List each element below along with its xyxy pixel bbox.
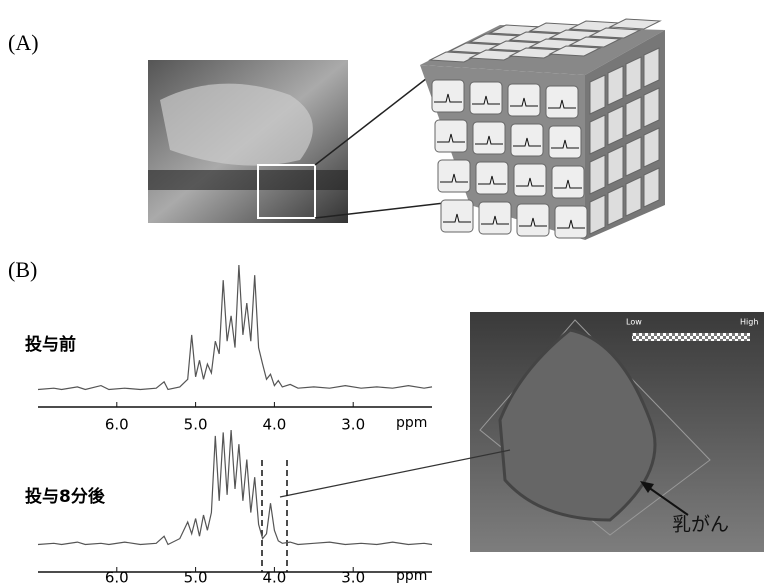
x-tick-label: 4.0 (262, 569, 286, 587)
panel-label: (B) (8, 257, 37, 282)
figure: (A) (B) Low High 乳がん 投与前 6.0 5.0 4.0 3.0 ppm 投… (0, 0, 764, 588)
x-tick-label: 6.0 (105, 569, 129, 587)
voxel-tile (608, 146, 623, 185)
x-tick-label: 3.0 (341, 569, 365, 587)
x-tick-label: 3.0 (341, 416, 365, 434)
voxel-tile (590, 75, 605, 114)
spectrum-line (38, 265, 432, 390)
voxel-tile (608, 106, 623, 145)
voxel-tile (626, 97, 641, 136)
scale-label: Low (626, 318, 642, 327)
voxel-tile (590, 115, 605, 154)
panel-label: (A) (8, 30, 39, 55)
photo (148, 60, 348, 223)
x-tick-label: 6.0 (105, 416, 129, 434)
voxel-tile (644, 88, 659, 127)
voxel-tile (644, 168, 659, 207)
x-tick-label: 5.0 (184, 569, 208, 587)
voxel-tile (590, 195, 605, 234)
voxel-tile (590, 155, 605, 194)
x-tick-label: 5.0 (184, 416, 208, 434)
x-axis-label: ppm (396, 415, 427, 431)
voxel-tile (644, 48, 659, 87)
voxel-tile (608, 66, 623, 105)
voxel-tile (608, 186, 623, 225)
x-tick-label: 4.0 (262, 416, 286, 434)
voxel-tile (626, 137, 641, 176)
voxel-tile (644, 128, 659, 167)
voxel-tile (610, 19, 660, 29)
x-axis-label: ppm (396, 568, 427, 584)
spectrum-title: 投与8分後 (25, 486, 106, 507)
scale-label: High (740, 318, 758, 327)
tumor-label: 乳がん (672, 514, 729, 536)
spectrum-title: 投与前 (25, 334, 76, 355)
voxel-cube (420, 19, 665, 240)
voxel-tile (626, 57, 641, 96)
voxel-tile (626, 177, 641, 216)
